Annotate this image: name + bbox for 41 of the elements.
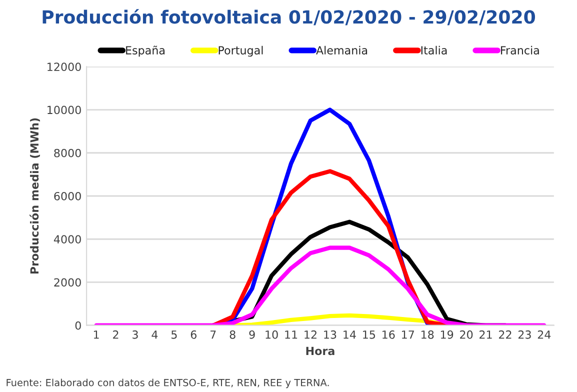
x-tick-label: 24 bbox=[538, 330, 551, 339]
x-tick-label: 4 bbox=[152, 330, 158, 339]
source-note: Fuente: Elaborado con datos de ENTSO-E, RTE, REN, REE y TERNA. bbox=[6, 378, 329, 388]
x-tick-label: 19 bbox=[440, 330, 454, 339]
x-tick-label: 5 bbox=[172, 330, 177, 339]
chart-title: Producción fotovoltaica 01/02/2020 - 29/02/2020 bbox=[42, 9, 536, 26]
x-tick-label: 21 bbox=[480, 330, 492, 339]
x-tick-label: 1 bbox=[94, 330, 99, 339]
y-tick-label: 6000 bbox=[54, 192, 81, 200]
x-tick-label: 6 bbox=[190, 330, 196, 339]
x-tick-label: 22 bbox=[498, 330, 512, 339]
x-tick-label: 3 bbox=[132, 330, 138, 339]
x-tick-label: 12 bbox=[304, 330, 316, 339]
x-tick-label: 23 bbox=[518, 330, 531, 339]
y-tick-label: 2000 bbox=[54, 278, 81, 287]
x-tick-label: 10 bbox=[266, 330, 278, 339]
x-tick-label: 16 bbox=[382, 330, 395, 339]
x-tick-label: 13 bbox=[324, 330, 336, 339]
x-tick-label: 8 bbox=[230, 330, 236, 339]
legend-label: Francia bbox=[501, 46, 539, 54]
legend-label: España bbox=[126, 46, 164, 57]
x-tick-label: 9 bbox=[249, 330, 255, 339]
y-tick-label: 0 bbox=[75, 321, 81, 330]
x-tick-label: 7 bbox=[210, 330, 216, 339]
legend-label: Portugal bbox=[218, 46, 263, 57]
x-tick-label: 14 bbox=[344, 330, 356, 339]
legend-label: Alemania bbox=[316, 46, 368, 54]
y-tick-label: 12000 bbox=[48, 62, 81, 72]
y-tick-label: 4000 bbox=[54, 235, 81, 244]
x-tick-label: 20 bbox=[460, 330, 473, 339]
x-axis-title: Hora bbox=[306, 346, 334, 356]
y-tick-label: 8000 bbox=[54, 148, 81, 158]
x-tick-label: 17 bbox=[402, 330, 414, 339]
y-axis-title: Producción media (MWh) bbox=[30, 118, 40, 274]
x-tick-label: 11 bbox=[285, 330, 298, 339]
line-series bbox=[94, 246, 546, 326]
x-tick-label: 2 bbox=[113, 330, 118, 339]
x-tick-label: 18 bbox=[421, 330, 434, 339]
x-tick-label: 15 bbox=[363, 330, 376, 339]
legend-label: Italia bbox=[421, 46, 447, 54]
y-tick-label: 10000 bbox=[48, 106, 81, 114]
